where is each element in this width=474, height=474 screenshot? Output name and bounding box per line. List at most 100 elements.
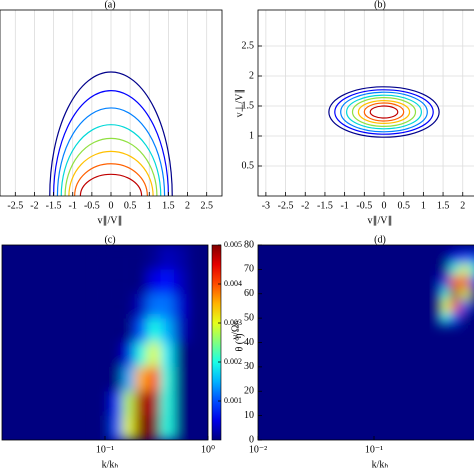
heatmap-cell bbox=[110, 391, 123, 416]
heatmap-cell bbox=[188, 318, 203, 343]
x-tick-label: 2 bbox=[185, 200, 190, 211]
y-tick-label: 10 bbox=[244, 410, 254, 421]
heatmap-cell bbox=[188, 293, 203, 319]
panel-title: (b) bbox=[374, 0, 386, 10]
y-tick-label: 70 bbox=[244, 264, 254, 275]
heatmap-cell bbox=[110, 415, 123, 440]
heatmap-cell bbox=[147, 342, 161, 367]
x-tick-label: -2 bbox=[301, 200, 309, 211]
heatmap-cell bbox=[134, 415, 148, 440]
heatmap-cell bbox=[188, 245, 203, 270]
x-tick-label: 1 bbox=[147, 200, 152, 211]
x-tick-label: 0 bbox=[109, 200, 114, 211]
heatmap-cell bbox=[188, 342, 203, 367]
heatmap-cell bbox=[174, 342, 189, 367]
heatmap-cell bbox=[449, 312, 460, 325]
y-tick-label: 20 bbox=[244, 386, 254, 397]
x-axis-label: k/kₕ bbox=[102, 459, 119, 470]
heatmap-cell bbox=[122, 245, 135, 270]
heatmap-cell bbox=[160, 269, 175, 294]
heatmap-cell bbox=[134, 293, 148, 319]
x-tick-label: -1.5 bbox=[317, 200, 333, 211]
heatmap-cell bbox=[160, 342, 175, 367]
heatmap-cell bbox=[188, 269, 203, 294]
heatmap-cell bbox=[438, 251, 450, 264]
heatmap-cell bbox=[122, 318, 135, 343]
plot-area bbox=[258, 245, 474, 440]
heatmap-cell bbox=[449, 299, 460, 313]
heatmap-cell bbox=[134, 342, 148, 367]
plot-area bbox=[258, 10, 474, 196]
heatmap-cell bbox=[134, 366, 148, 392]
y-tick-label: 50 bbox=[244, 312, 254, 323]
contour-line bbox=[60, 124, 162, 196]
contour-line bbox=[53, 90, 169, 196]
heatmap-cell bbox=[134, 245, 148, 270]
x-tick-label: 1.5 bbox=[162, 200, 175, 211]
contour-line bbox=[340, 91, 428, 133]
heatmap-cell bbox=[469, 275, 474, 288]
plot-area bbox=[2, 245, 208, 440]
heatmap-cell bbox=[122, 293, 135, 319]
contour-line bbox=[357, 99, 411, 124]
x-tick-label: -1.5 bbox=[46, 200, 62, 211]
heatmap-cell bbox=[147, 318, 161, 343]
heatmap-cell bbox=[160, 415, 175, 440]
colorbar-label: γ/Ωₕ bbox=[230, 321, 241, 341]
heatmap-cell bbox=[174, 245, 189, 270]
heatmap-cell bbox=[134, 269, 148, 294]
heatmap-cell bbox=[469, 312, 474, 325]
contour-line bbox=[56, 107, 166, 196]
heatmap-cell bbox=[147, 415, 161, 440]
contour-line bbox=[334, 89, 434, 135]
heatmap-cell bbox=[459, 299, 470, 313]
heatmap-cell bbox=[122, 269, 135, 294]
heatmap-cell bbox=[134, 318, 148, 343]
x-tick-label: -2.5 bbox=[278, 200, 294, 211]
heatmap-cell bbox=[469, 263, 474, 276]
x-tick-label: -1 bbox=[69, 200, 77, 211]
y-tick-label: 1 bbox=[249, 130, 254, 141]
colorbar-tick-label: 0.005 bbox=[224, 240, 242, 249]
contour-line bbox=[369, 105, 399, 119]
heatmap-cell bbox=[459, 263, 470, 276]
x-tick-label: 0.5 bbox=[397, 200, 410, 211]
heatmap-cell bbox=[134, 391, 148, 416]
x-tick-label: -2.5 bbox=[7, 200, 23, 211]
y-tick-label: 0 bbox=[249, 434, 254, 445]
colorbar-tick-label: 0.003 bbox=[224, 318, 242, 327]
contour-line bbox=[345, 94, 423, 130]
heatmap-cell bbox=[147, 293, 161, 319]
x-axis-label: v∥/V∥ bbox=[98, 215, 123, 226]
y-tick-label: 2.5 bbox=[242, 40, 255, 51]
heatmap-cell bbox=[99, 293, 111, 319]
contour-line bbox=[351, 96, 417, 127]
heatmap-cell bbox=[438, 275, 450, 288]
heatmap-cell bbox=[438, 299, 450, 313]
y-tick-label: 40 bbox=[244, 337, 254, 348]
heatmap-cell bbox=[449, 287, 460, 300]
heatmap-cell bbox=[147, 245, 161, 270]
x-tick-label: -1 bbox=[340, 200, 348, 211]
heatmap-cell bbox=[449, 251, 460, 264]
heatmap-cell bbox=[160, 318, 175, 343]
heatmap-cell bbox=[469, 287, 474, 300]
heatmap-background bbox=[258, 245, 474, 440]
heatmap-cell bbox=[99, 366, 111, 392]
colorbar-tick-label: 0.001 bbox=[224, 396, 242, 405]
heatmap-cell bbox=[99, 415, 111, 440]
heatmap-cell bbox=[122, 366, 135, 392]
x-tick-label: 2.5 bbox=[200, 200, 213, 211]
heatmap-cell bbox=[174, 366, 189, 392]
heatmap-cell bbox=[438, 287, 450, 300]
heatmap-cell bbox=[459, 312, 470, 325]
heatmap-cell bbox=[188, 366, 203, 392]
heatmap-cell bbox=[449, 275, 460, 288]
heatmap-cell bbox=[99, 269, 111, 294]
heatmap-cell bbox=[438, 263, 450, 276]
heatmap-cell bbox=[160, 293, 175, 319]
x-tick-label: 10⁰ bbox=[201, 444, 215, 455]
contour-line bbox=[49, 71, 173, 196]
y-tick-label: 60 bbox=[244, 288, 254, 299]
heatmap-cell bbox=[174, 391, 189, 416]
